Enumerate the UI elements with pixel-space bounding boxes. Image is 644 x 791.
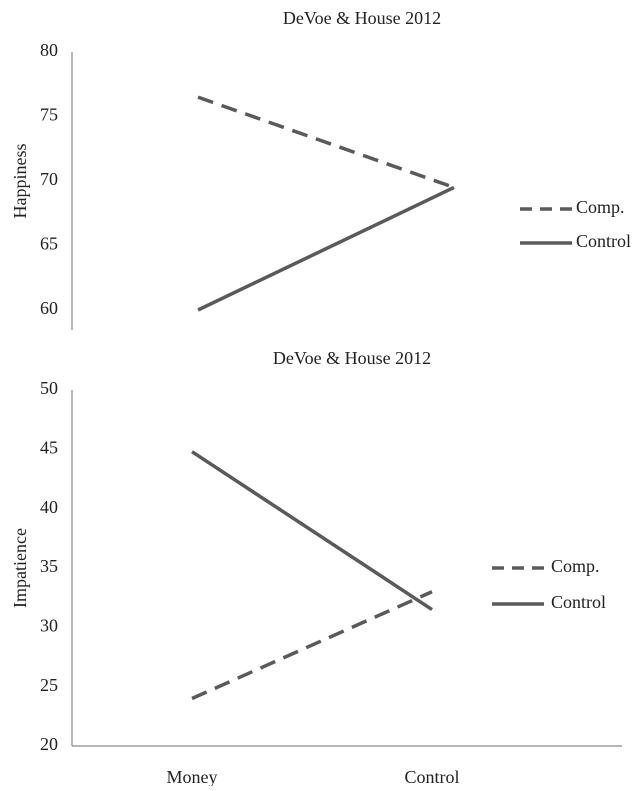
legend-label: Comp.	[576, 197, 625, 217]
y-tick-label: 40	[40, 497, 58, 517]
chart-title: DeVoe & House 2012	[273, 348, 431, 368]
y-tick-label: 35	[40, 556, 58, 576]
happiness-chart-panel: DeVoe & House 2012 60 65 70 75 80 Happiness Com…	[10, 8, 631, 330]
y-tick-label: 60	[40, 298, 58, 318]
series-line-comp	[197, 95, 455, 190]
x-tick-label: Control	[404, 767, 459, 786]
legend-label: Comp.	[551, 556, 600, 576]
y-axis-label: Happiness	[10, 144, 30, 219]
legend-label: Control	[551, 592, 606, 612]
chart-title: DeVoe & House 2012	[283, 8, 441, 28]
x-tick-label: Money	[167, 767, 218, 786]
y-tick-label: 75	[40, 105, 58, 125]
y-tick-label: 20	[40, 734, 58, 754]
series-line-comp	[191, 590, 433, 701]
legend-label: Control	[576, 231, 631, 251]
y-tick-label: 70	[40, 169, 58, 189]
series-line-control	[191, 450, 433, 611]
y-tick-label: 65	[40, 234, 58, 254]
y-tick-label: 50	[40, 378, 58, 398]
series-line-control	[197, 185, 455, 312]
y-tick-label: 80	[40, 40, 58, 60]
y-axis-label: Impatience	[10, 528, 30, 608]
y-tick-label: 25	[40, 675, 58, 695]
impatience-chart-panel: DeVoe & House 2012 20 25 30 35 40 45 50 Impatien…	[10, 348, 622, 787]
y-tick-label: 30	[40, 615, 58, 635]
y-tick-label: 45	[40, 437, 58, 457]
